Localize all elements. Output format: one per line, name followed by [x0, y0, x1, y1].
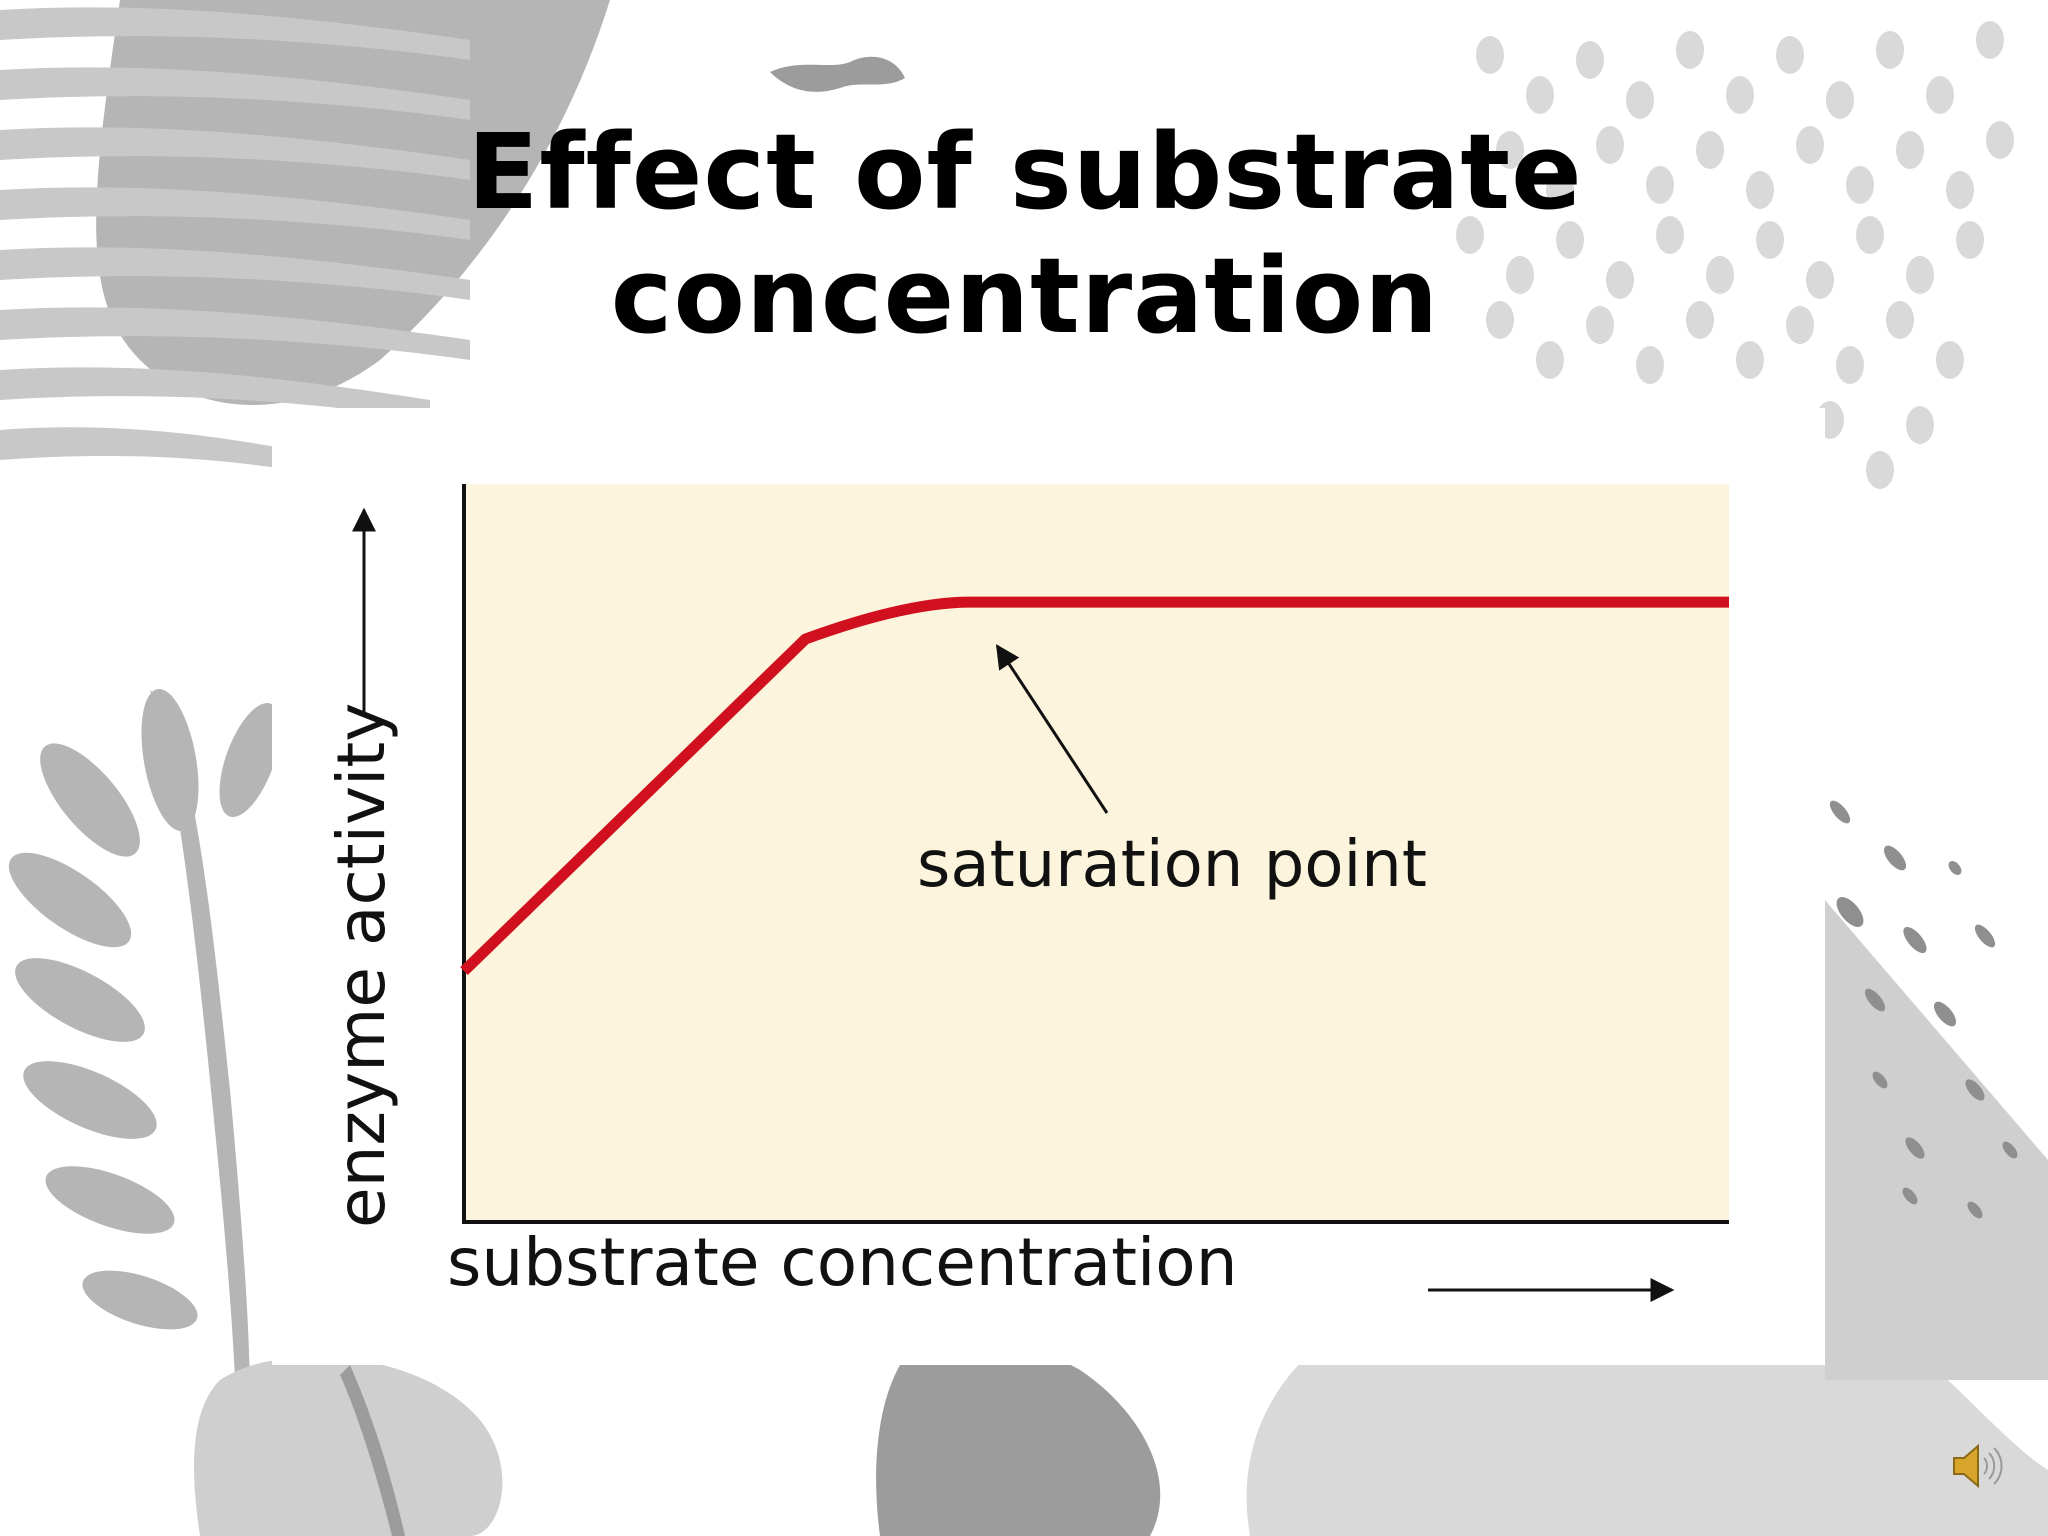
mountain-shape-right — [1825, 900, 2048, 1380]
twig-bottom-left — [340, 1365, 405, 1536]
fern-bottom-left — [8, 688, 281, 1400]
speaker-icon — [1953, 1443, 2003, 1489]
x-axis-label: substrate concentration — [447, 1224, 1238, 1301]
annotation-label: saturation point — [917, 828, 1427, 902]
chart: saturation point substrate concentration… — [323, 484, 1729, 1302]
y-axis-label: enzyme activity — [323, 703, 400, 1228]
slide-title-line-1: Effect of substrate — [467, 111, 1583, 233]
chart-panel: saturation point substrate concentration… — [272, 408, 1825, 1365]
audio-button[interactable] — [1948, 1438, 2004, 1494]
leaf-shape-top-left — [96, 0, 611, 405]
dots-top-right — [1456, 21, 2014, 489]
stripes-top-left — [0, 7, 470, 475]
slide-title: Effect of substrate concentration — [300, 110, 1750, 358]
annotation-arrow — [995, 644, 1109, 814]
brush-stroke-top — [770, 56, 905, 92]
series-line — [460, 596, 1729, 976]
stone-shape-bottom-center — [876, 1339, 1161, 1536]
strokes-right — [1829, 800, 2018, 1219]
stone-shape-bottom-left — [194, 1356, 503, 1536]
slide-title-line-2: concentration — [610, 235, 1440, 357]
